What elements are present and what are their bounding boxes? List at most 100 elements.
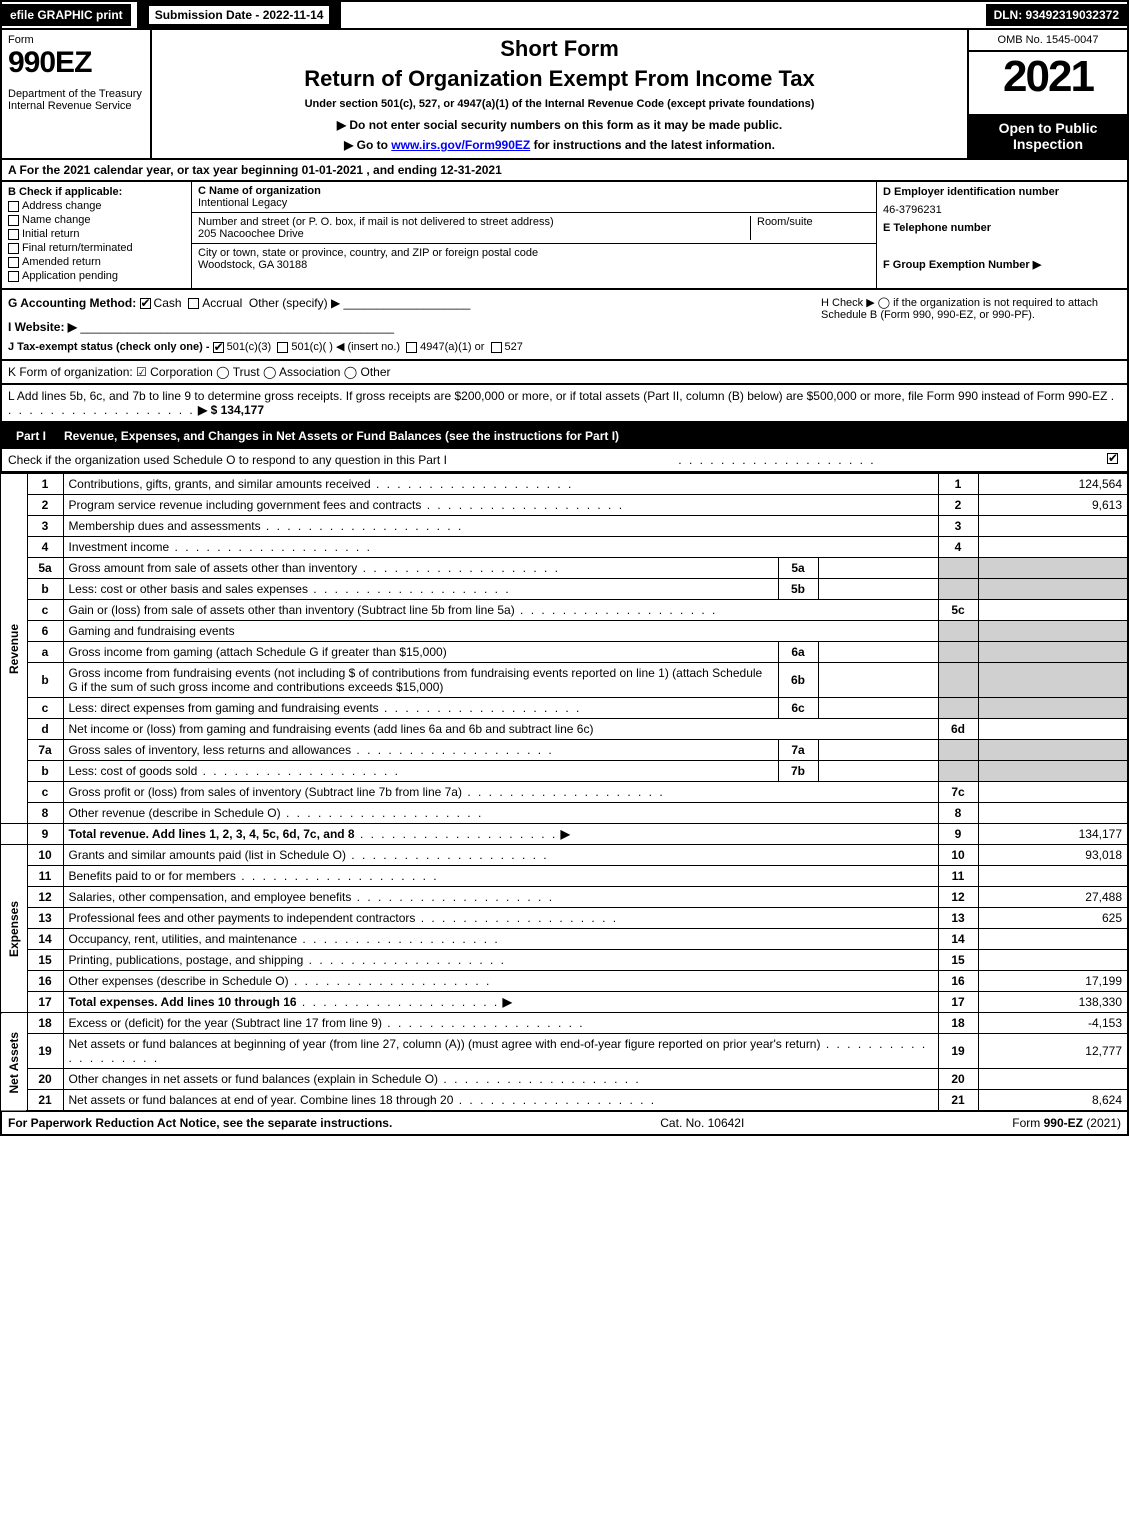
line-12-desc: Salaries, other compensation, and employ… bbox=[69, 890, 352, 904]
row-h: H Check ▶ ◯ if the organization is not r… bbox=[821, 296, 1121, 353]
line-3-val bbox=[978, 516, 1128, 537]
line-6a-mid: 6a bbox=[778, 642, 818, 663]
line-6-desc: Gaming and fundraising events bbox=[63, 621, 938, 642]
line-10-val: 93,018 bbox=[978, 845, 1128, 866]
header-right: OMB No. 1545-0047 2021 Open to Public In… bbox=[967, 30, 1127, 158]
check-schedule-o[interactable] bbox=[1107, 453, 1118, 464]
line-7b-no: b bbox=[27, 761, 63, 782]
line-8-val bbox=[978, 803, 1128, 824]
org-name-block: C Name of organization Intentional Legac… bbox=[192, 182, 876, 213]
line-17-val: 138,330 bbox=[978, 992, 1128, 1013]
check-4947[interactable] bbox=[406, 342, 417, 353]
line-6a-val bbox=[978, 642, 1128, 663]
part-1-label: Part I bbox=[8, 427, 54, 445]
line-15-no: 15 bbox=[27, 950, 63, 971]
line-7c-val bbox=[978, 782, 1128, 803]
row-l-amount: ▶ $ 134,177 bbox=[198, 403, 264, 417]
part-1-header: Part I Revenue, Expenses, and Changes in… bbox=[0, 423, 1129, 449]
line-17-no: 17 bbox=[27, 992, 63, 1013]
check-name-change[interactable]: Name change bbox=[8, 214, 185, 226]
line-14-no: 14 bbox=[27, 929, 63, 950]
line-1-num: 1 bbox=[938, 474, 978, 495]
line-1-desc: Contributions, gifts, grants, and simila… bbox=[69, 477, 371, 491]
line-7c-no: c bbox=[27, 782, 63, 803]
line-12-no: 12 bbox=[27, 887, 63, 908]
line-6b-no: b bbox=[27, 663, 63, 698]
line-7a-desc: Gross sales of inventory, less returns a… bbox=[69, 743, 352, 757]
line-19-desc: Net assets or fund balances at beginning… bbox=[69, 1037, 821, 1051]
check-cash[interactable] bbox=[140, 298, 151, 309]
line-15-val bbox=[978, 950, 1128, 971]
line-6c-midval bbox=[818, 698, 938, 719]
line-21-num: 21 bbox=[938, 1090, 978, 1112]
ein-label: D Employer identification number bbox=[883, 186, 1121, 198]
check-501c3[interactable] bbox=[213, 342, 224, 353]
telephone-label: E Telephone number bbox=[883, 222, 1121, 234]
check-final-return[interactable]: Final return/terminated bbox=[8, 242, 185, 254]
telephone-value bbox=[883, 240, 1121, 252]
form-label: Form bbox=[8, 34, 144, 46]
col-b-checks: B Check if applicable: Address change Na… bbox=[2, 182, 192, 288]
goto-pre: ▶ Go to bbox=[344, 138, 391, 152]
org-name: Intentional Legacy bbox=[198, 197, 287, 209]
efile-label[interactable]: efile GRAPHIC print bbox=[2, 4, 131, 26]
line-7b-num bbox=[938, 761, 978, 782]
check-accrual[interactable] bbox=[188, 298, 199, 309]
goto-link[interactable]: www.irs.gov/Form990EZ bbox=[391, 138, 530, 152]
line-11-no: 11 bbox=[27, 866, 63, 887]
street-label: Number and street (or P. O. box, if mail… bbox=[198, 216, 554, 228]
check-527[interactable] bbox=[491, 342, 502, 353]
header-center: Short Form Return of Organization Exempt… bbox=[152, 30, 967, 158]
city-label: City or town, state or province, country… bbox=[198, 247, 538, 259]
line-10-no: 10 bbox=[27, 845, 63, 866]
check-application-pending[interactable]: Application pending bbox=[8, 270, 185, 282]
line-6b-midval bbox=[818, 663, 938, 698]
line-9-num: 9 bbox=[938, 824, 978, 845]
row-l-text: L Add lines 5b, 6c, and 7b to line 9 to … bbox=[8, 389, 1107, 403]
line-21-no: 21 bbox=[27, 1090, 63, 1112]
line-13-num: 13 bbox=[938, 908, 978, 929]
row-a-calendar-year: A For the 2021 calendar year, or tax yea… bbox=[0, 160, 1129, 182]
row-l: L Add lines 5b, 6c, and 7b to line 9 to … bbox=[0, 385, 1129, 423]
line-21-desc: Net assets or fund balances at end of ye… bbox=[69, 1093, 454, 1107]
line-5b-no: b bbox=[27, 579, 63, 600]
header-left: Form 990EZ Department of the Treasury In… bbox=[2, 30, 152, 158]
omb-number: OMB No. 1545-0047 bbox=[969, 30, 1127, 52]
line-6d-no: d bbox=[27, 719, 63, 740]
line-14-val bbox=[978, 929, 1128, 950]
col-b-title: B Check if applicable: bbox=[8, 186, 185, 198]
line-16-num: 16 bbox=[938, 971, 978, 992]
line-5a-no: 5a bbox=[27, 558, 63, 579]
topbar-left: efile GRAPHIC print Submission Date - 20… bbox=[2, 2, 341, 28]
line-6d-desc: Net income or (loss) from gaming and fun… bbox=[69, 722, 594, 736]
line-8-desc: Other revenue (describe in Schedule O) bbox=[69, 806, 281, 820]
line-15-num: 15 bbox=[938, 950, 978, 971]
line-13-val: 625 bbox=[978, 908, 1128, 929]
ssn-warning: ▶ Do not enter social security numbers o… bbox=[160, 118, 959, 132]
check-amended-return[interactable]: Amended return bbox=[8, 256, 185, 268]
line-13-desc: Professional fees and other payments to … bbox=[69, 911, 416, 925]
line-16-val: 17,199 bbox=[978, 971, 1128, 992]
line-2-no: 2 bbox=[27, 495, 63, 516]
line-7a-midval bbox=[818, 740, 938, 761]
line-7a-val bbox=[978, 740, 1128, 761]
line-5c-num: 5c bbox=[938, 600, 978, 621]
check-501c[interactable] bbox=[277, 342, 288, 353]
line-5b-val bbox=[978, 579, 1128, 600]
line-6a-desc: Gross income from gaming (attach Schedul… bbox=[69, 645, 447, 659]
check-initial-return[interactable]: Initial return bbox=[8, 228, 185, 240]
line-6a-no: a bbox=[27, 642, 63, 663]
revenue-side-label: Revenue bbox=[1, 474, 27, 824]
line-20-num: 20 bbox=[938, 1069, 978, 1090]
line-5b-mid: 5b bbox=[778, 579, 818, 600]
line-5c-val bbox=[978, 600, 1128, 621]
goto-line: ▶ Go to www.irs.gov/Form990EZ for instru… bbox=[160, 138, 959, 152]
line-5a-midval bbox=[818, 558, 938, 579]
line-19-val: 12,777 bbox=[978, 1034, 1128, 1069]
line-11-val bbox=[978, 866, 1128, 887]
line-7a-no: 7a bbox=[27, 740, 63, 761]
open-to-public: Open to Public Inspection bbox=[969, 114, 1127, 158]
check-address-change[interactable]: Address change bbox=[8, 200, 185, 212]
submission-date-wrap: Submission Date - 2022-11-14 bbox=[137, 2, 342, 28]
dln-label: DLN: 93492319032372 bbox=[986, 4, 1127, 26]
